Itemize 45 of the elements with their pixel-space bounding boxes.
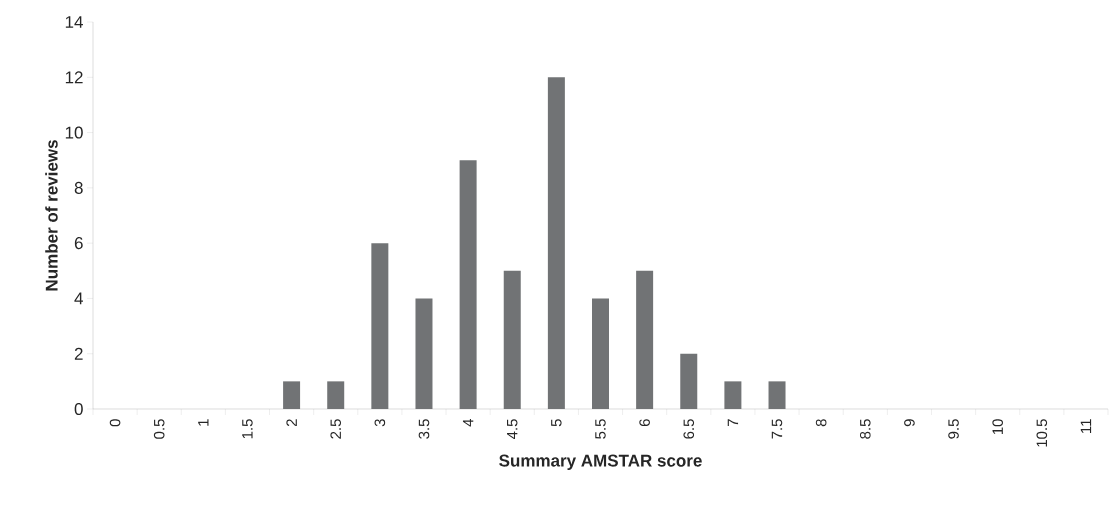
- x-tick-label: 5: [551, 419, 562, 427]
- x-tick-label: 0: [109, 419, 121, 427]
- bar: [680, 353, 698, 409]
- bar: [371, 243, 389, 409]
- x-tick-label: 2: [286, 419, 297, 427]
- x-tick-label: 5.5: [595, 419, 606, 439]
- x-tick-label: 6.5: [683, 419, 695, 439]
- x-tick-label: 4: [462, 418, 474, 427]
- x-tick-label: 6: [639, 419, 650, 427]
- bar: [724, 381, 742, 409]
- x-tick-label: 2.5: [330, 419, 342, 439]
- y-tick-label: 12: [65, 71, 83, 84]
- bar: [503, 270, 521, 409]
- x-tick-label: 1.5: [242, 419, 253, 439]
- bar: [547, 77, 565, 409]
- bar: [459, 160, 477, 409]
- x-tick-label: 4.5: [507, 419, 518, 440]
- bar: [327, 381, 345, 409]
- y-tick-label: 4: [74, 292, 83, 305]
- y-tick-label: 14: [65, 16, 83, 28]
- x-tick-label: 0.5: [153, 419, 165, 439]
- y-axis-title: Number of reviews: [45, 140, 58, 291]
- x-tick-label: 9.5: [948, 419, 959, 439]
- y-tick-label: 2: [74, 347, 83, 360]
- x-tick-label: 8.5: [859, 419, 871, 439]
- x-tick-label: 3.5: [418, 419, 430, 439]
- x-axis-title: Summary AMSTAR score: [499, 454, 702, 470]
- x-tick-label: 10.5: [1036, 419, 1048, 447]
- x-tick-label: 1: [198, 419, 209, 426]
- bar: [283, 381, 301, 409]
- x-tick-label: 7.5: [771, 419, 783, 439]
- y-tick-label: 6: [74, 237, 83, 250]
- x-tick-label: 7: [727, 419, 739, 427]
- y-tick-label: 0: [74, 402, 83, 416]
- bar: [592, 298, 609, 409]
- x-tick-label: 11: [1080, 419, 1092, 433]
- x-tick-label: 8: [815, 419, 827, 427]
- y-tick-label: 10: [65, 126, 83, 139]
- x-tick-label: 3: [374, 419, 386, 427]
- bar: [636, 270, 654, 409]
- x-tick-label: 9: [904, 419, 915, 427]
- y-tick-label: 8: [74, 181, 83, 194]
- x-tick-label: 10: [992, 419, 1003, 435]
- bar: [768, 381, 786, 409]
- bar: [415, 298, 433, 409]
